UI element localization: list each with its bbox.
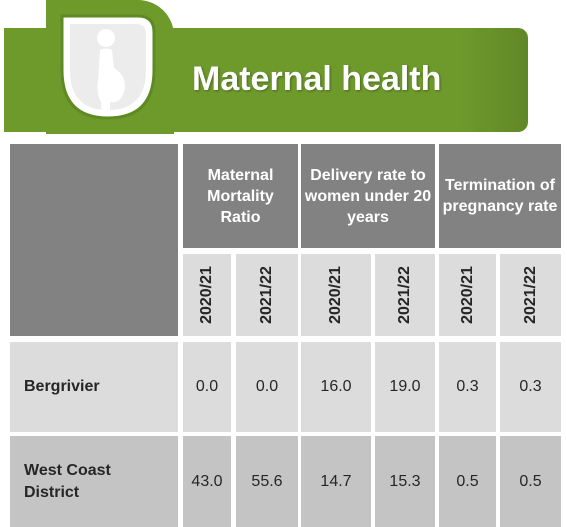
group-header-label: Delivery rate to women under 20 years bbox=[304, 166, 432, 226]
row-label: Bergrivier bbox=[10, 342, 178, 432]
group-header-label: Termination of pregnancy rate bbox=[442, 177, 558, 215]
table-cell: 0.0 bbox=[236, 342, 298, 432]
group-header-delivery-rate: Delivery rate to women under 20 years bbox=[301, 144, 435, 248]
table-cell: 15.3 bbox=[375, 436, 435, 527]
table-cell: 0.3 bbox=[439, 342, 496, 432]
year-header: 2020/21 bbox=[183, 254, 231, 336]
table-cell: 0.0 bbox=[183, 342, 231, 432]
pregnant-woman-icon bbox=[56, 10, 160, 124]
page-title: Maternal health bbox=[192, 60, 442, 98]
table-cell: 14.7 bbox=[301, 436, 371, 527]
table-cell: 0.5 bbox=[500, 436, 561, 527]
row-label: West Coast District bbox=[10, 436, 178, 527]
table-cell: 43.0 bbox=[183, 436, 231, 527]
table-cell: 55.6 bbox=[236, 436, 298, 527]
year-header: 2021/22 bbox=[236, 254, 298, 336]
year-header: 2020/21 bbox=[439, 254, 496, 336]
group-header-maternal-mortality: Maternal Mortality Ratio bbox=[183, 144, 298, 248]
table-cell: 16.0 bbox=[301, 342, 371, 432]
group-header-termination-rate: Termination of pregnancy rate bbox=[439, 144, 561, 248]
year-header: 2021/22 bbox=[500, 254, 561, 336]
corner-header-cell bbox=[10, 144, 178, 336]
group-header-label: Maternal Mortality Ratio bbox=[207, 166, 274, 226]
table-cell: 0.3 bbox=[500, 342, 561, 432]
year-header: 2020/21 bbox=[301, 254, 371, 336]
table-cell: 0.5 bbox=[439, 436, 496, 527]
year-header: 2021/22 bbox=[375, 254, 435, 336]
table-cell: 19.0 bbox=[375, 342, 435, 432]
